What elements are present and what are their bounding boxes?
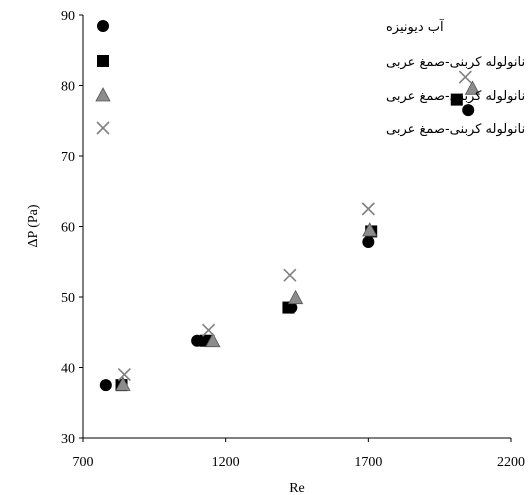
data-point-x bbox=[458, 70, 472, 84]
y-tick-label: 80 bbox=[61, 80, 75, 95]
legend-label: آب دیونیزه bbox=[386, 18, 445, 35]
legend-label: ۰/۲٪ وزنی نانولوله کربنی-صمغ عربی bbox=[386, 122, 529, 137]
legend-label: ۰/۱٪ وزنی نانولوله کربنی-صمغ عربی bbox=[386, 89, 529, 104]
data-point-triangle bbox=[115, 376, 131, 391]
data-point-circle bbox=[362, 236, 375, 249]
data-point-circle bbox=[99, 379, 112, 392]
x-tick-label: 700 bbox=[73, 455, 94, 470]
x-axis-title: Re bbox=[289, 481, 305, 495]
x-tick-label: 2200 bbox=[497, 455, 525, 470]
legend: آب دیونیزه ۰/۰۵٪ وزنی نانولوله کربنی-صمغ … bbox=[95, 18, 529, 137]
data-point-square bbox=[282, 301, 295, 314]
data-point-triangle bbox=[205, 332, 221, 348]
y-axis-ticks: 30 40 50 60 70 80 90 bbox=[61, 9, 83, 447]
y-axis-title: ΔP (Pa) bbox=[26, 204, 41, 247]
x-axis-ticks: 700 1200 1700 2200 bbox=[73, 438, 525, 470]
plot-area bbox=[82, 15, 511, 439]
data-point-square bbox=[450, 93, 463, 106]
data-point-x bbox=[201, 323, 216, 337]
y-tick-label: 60 bbox=[61, 221, 75, 236]
legend-marker-x bbox=[96, 121, 110, 135]
x-tick-label: 1200 bbox=[212, 455, 240, 470]
x-tick-label: 1700 bbox=[354, 455, 382, 470]
series-1-points bbox=[99, 104, 475, 392]
data-point-x bbox=[283, 268, 297, 282]
data-point-triangle bbox=[464, 80, 481, 95]
y-tick-label: 30 bbox=[61, 432, 75, 447]
series-layer bbox=[99, 70, 481, 392]
series-3-points bbox=[115, 80, 481, 391]
data-point-triangle bbox=[287, 289, 304, 305]
y-tick-label: 90 bbox=[61, 9, 75, 24]
series-2-points bbox=[115, 93, 463, 392]
data-point-circle bbox=[462, 104, 475, 117]
y-tick-label: 40 bbox=[61, 362, 75, 377]
legend-marker-square bbox=[97, 55, 109, 67]
legend-marker-triangle bbox=[95, 87, 111, 102]
legend-label: ۰/۰۵٪ وزنی نانولوله کربنی-صمغ عربی bbox=[386, 55, 529, 70]
y-tick-label: 50 bbox=[61, 291, 75, 306]
legend-marker-circle bbox=[97, 20, 109, 32]
data-point-triangle bbox=[362, 222, 378, 237]
y-tick-label: 70 bbox=[61, 150, 75, 165]
series-4-points bbox=[117, 70, 472, 382]
data-point-x bbox=[361, 202, 375, 216]
data-point-x bbox=[117, 367, 131, 382]
